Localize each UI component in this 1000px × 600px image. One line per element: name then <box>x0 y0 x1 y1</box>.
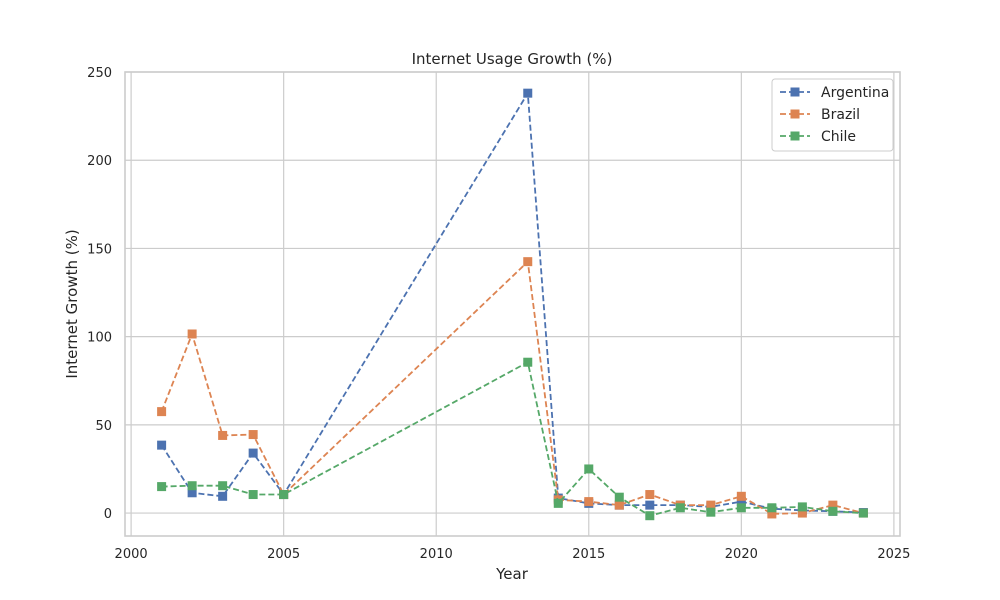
data-point-argentina <box>218 491 228 501</box>
data-point-brazil <box>828 500 838 510</box>
data-point-argentina <box>523 88 533 98</box>
data-point-chile <box>797 502 807 512</box>
y-tick-label: 50 <box>95 419 112 434</box>
data-point-brazil <box>157 407 167 417</box>
data-point-brazil <box>584 497 594 507</box>
data-point-chile <box>157 482 167 492</box>
data-point-chile <box>706 507 716 517</box>
legend-marker-argentina <box>790 87 800 97</box>
data-point-argentina <box>645 500 655 510</box>
data-point-brazil <box>797 508 807 518</box>
data-point-chile <box>218 481 228 491</box>
data-point-chile <box>584 464 594 474</box>
x-tick-label: 2000 <box>115 547 148 562</box>
legend-label-brazil: Brazil <box>821 107 860 123</box>
x-tick-label: 2005 <box>267 547 300 562</box>
y-tick-label: 150 <box>87 242 112 257</box>
legend-marker-chile <box>790 131 800 141</box>
x-axis-title: Year <box>495 565 529 583</box>
data-point-chile <box>675 503 685 513</box>
chart-title: Internet Usage Growth (%) <box>412 50 613 68</box>
legend-item-brazil: Brazil <box>780 107 860 123</box>
data-point-chile <box>828 506 838 516</box>
x-axis-ticks: 2000 2005 2010 2015 2020 2025 <box>115 547 911 562</box>
data-point-brazil <box>187 329 197 339</box>
data-point-argentina <box>248 448 258 458</box>
series-chile <box>157 357 868 521</box>
x-tick-label: 2020 <box>725 547 758 562</box>
y-tick-label: 100 <box>87 331 112 346</box>
x-tick-label: 2010 <box>420 547 453 562</box>
data-point-chile <box>279 490 289 500</box>
data-point-argentina <box>187 488 197 498</box>
legend-item-argentina: Argentina <box>780 85 889 101</box>
data-point-argentina <box>157 440 167 450</box>
x-tick-label: 2015 <box>572 547 605 562</box>
data-point-brazil <box>523 257 533 267</box>
data-point-chile <box>614 492 624 502</box>
data-point-argentina <box>736 497 746 507</box>
data-point-brazil <box>218 430 228 440</box>
y-tick-label: 250 <box>87 66 112 81</box>
data-point-brazil <box>614 500 624 510</box>
data-point-chile <box>858 508 868 518</box>
legend-box <box>771 78 894 152</box>
y-axis-ticks: 0 50 100 150 200 250 <box>87 66 112 522</box>
plot-area <box>124 71 901 537</box>
legend-marker-brazil <box>790 109 800 119</box>
data-point-chile <box>187 481 197 491</box>
data-point-chile <box>767 503 777 513</box>
data-point-chile <box>553 498 563 508</box>
data-point-chile <box>736 503 746 513</box>
legend-label-argentina: Argentina <box>821 85 889 101</box>
legend-label-chile: Chile <box>821 129 856 145</box>
legend-item-chile: Chile <box>780 129 856 145</box>
data-point-brazil <box>248 430 258 440</box>
y-tick-label: 0 <box>104 507 112 522</box>
data-point-brazil <box>736 491 746 501</box>
data-point-chile <box>645 511 655 521</box>
x-tick-label: 2025 <box>877 547 910 562</box>
y-tick-label: 200 <box>87 154 112 169</box>
series-line-brazil <box>160 259 864 515</box>
data-point-brazil <box>706 500 716 510</box>
legend: Argentina Brazil Chile <box>771 78 894 152</box>
series-group <box>157 88 868 521</box>
data-point-brazil <box>767 509 777 519</box>
data-point-chile <box>248 490 258 500</box>
data-point-brazil <box>645 490 655 500</box>
data-point-chile <box>523 357 533 367</box>
y-axis-title: Internet Growth (%) <box>63 229 81 378</box>
